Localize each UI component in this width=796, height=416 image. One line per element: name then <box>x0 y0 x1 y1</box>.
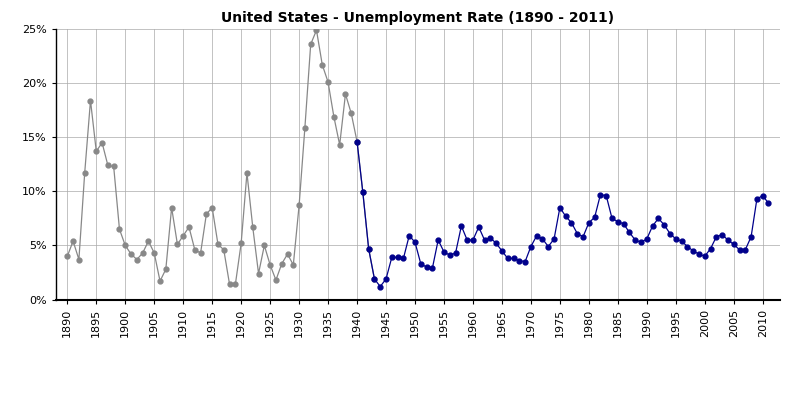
% Unemployment <box>590 215 599 220</box>
% Unemployment <box>498 248 507 253</box>
Estimated % Unemployment <box>254 271 263 276</box>
Line: Estimated % Unemployment: Estimated % Unemployment <box>65 28 377 287</box>
Title: United States - Unemployment Rate (1890 - 2011): United States - Unemployment Rate (1890 … <box>221 11 615 25</box>
% Unemployment <box>636 240 646 245</box>
Estimated % Unemployment <box>178 233 188 238</box>
Estimated % Unemployment <box>312 28 322 33</box>
Estimated % Unemployment <box>63 254 72 259</box>
% Unemployment <box>416 261 426 266</box>
Estimated % Unemployment <box>369 277 379 282</box>
Estimated % Unemployment <box>224 282 234 287</box>
% Unemployment <box>376 284 385 289</box>
Line: % Unemployment: % Unemployment <box>355 139 771 289</box>
% Unemployment <box>618 221 628 226</box>
% Unemployment <box>763 201 773 206</box>
Estimated % Unemployment <box>248 225 258 230</box>
% Unemployment <box>353 139 362 144</box>
% Unemployment <box>457 223 466 228</box>
Estimated % Unemployment <box>236 241 246 246</box>
Estimated % Unemployment <box>277 261 287 266</box>
Estimated % Unemployment <box>115 227 124 232</box>
Legend: Estimated % Unemployment, % Unemployment: Estimated % Unemployment, % Unemployment <box>211 411 625 416</box>
